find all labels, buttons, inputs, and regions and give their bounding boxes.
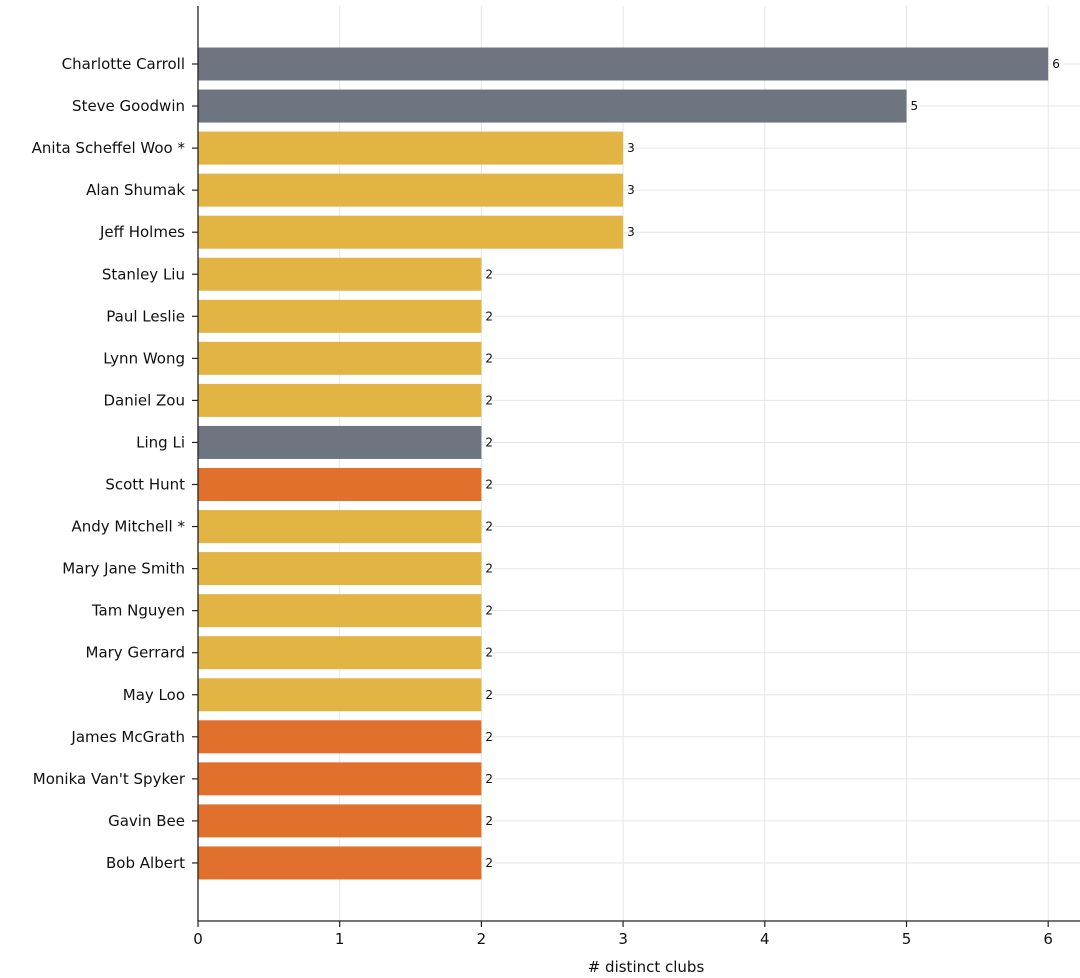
- bar: [198, 299, 482, 333]
- y-tick-label: Jeff Holmes: [99, 223, 185, 241]
- bar-value-label: 2: [485, 646, 493, 660]
- bar-value-label: 2: [485, 393, 493, 407]
- bar-value-label: 2: [485, 688, 493, 702]
- bar: [198, 594, 482, 628]
- bar-value-label: 2: [485, 478, 493, 492]
- bar: [198, 510, 482, 544]
- bar-value-label: 2: [485, 562, 493, 576]
- x-tick-label: 3: [618, 930, 628, 948]
- axis-layer: 0 1 2 3 4 5 6: [192, 6, 1080, 948]
- bar: [198, 173, 624, 207]
- y-tick-label: Daniel Zou: [103, 391, 185, 409]
- y-tick-label: Andy Mitchell *: [71, 518, 185, 536]
- bar-value-label: 2: [485, 730, 493, 744]
- bar-value-label: 6: [1052, 57, 1060, 71]
- x-axis-title: # distinct clubs: [588, 958, 705, 976]
- y-tick-label: Scott Hunt: [105, 476, 185, 494]
- y-tick-label: Gavin Bee: [108, 812, 185, 830]
- bar: [198, 468, 482, 501]
- y-tick-label: Steve Goodwin: [72, 97, 185, 115]
- bar: [198, 425, 482, 459]
- y-tick-label: James McGrath: [70, 728, 185, 746]
- bar: [198, 762, 482, 796]
- x-tick-label: 4: [760, 930, 770, 948]
- bar-value-label: 2: [485, 309, 493, 323]
- bar: [198, 215, 624, 249]
- x-tick-label: 0: [193, 930, 203, 948]
- bar-value-label: 3: [627, 141, 635, 155]
- y-tick-label: Ling Li: [136, 433, 185, 451]
- bar-value-label: 3: [627, 183, 635, 197]
- axis-spine: [197, 6, 1080, 922]
- y-tick-label: Charlotte Carroll: [62, 55, 185, 73]
- bar: [198, 636, 482, 670]
- bar: [198, 47, 1049, 81]
- bar-value-label: 2: [485, 351, 493, 365]
- y-tick-label: Stanley Liu: [102, 265, 185, 283]
- bar: [198, 131, 624, 165]
- bar: [198, 89, 907, 123]
- bar-layer: [198, 47, 1049, 880]
- bar-value-label: 2: [485, 520, 493, 534]
- bar: [198, 678, 482, 712]
- bar-value-label: 2: [485, 814, 493, 828]
- bar: [198, 341, 482, 375]
- y-tick-label: Monika Van't Spyker: [33, 770, 186, 788]
- x-tick-label: 5: [902, 930, 912, 948]
- x-tick-label: 6: [1043, 930, 1053, 948]
- bar: [198, 552, 482, 586]
- y-tick-label: May Loo: [123, 686, 185, 704]
- y-tick-label: Alan Shumak: [86, 181, 185, 199]
- bar-value-label: 2: [485, 604, 493, 618]
- y-tick-label: Mary Gerrard: [86, 644, 186, 662]
- x-tick-label: 2: [477, 930, 487, 948]
- bar: [198, 720, 482, 754]
- y-tick-label: Anita Scheffel Woo *: [32, 139, 186, 157]
- y-tick-label: Mary Jane Smith: [62, 560, 185, 578]
- label-layer: Charlotte Carroll 6 Steve Goodwin 5 Anita Sc…: [32, 55, 1060, 872]
- bar: [198, 257, 482, 291]
- bar-value-label: 3: [627, 225, 635, 239]
- y-tick-label: Lynn Wong: [103, 349, 185, 367]
- y-tick-label: Paul Leslie: [106, 307, 185, 325]
- y-tick-label: Tam Nguyen: [91, 602, 185, 620]
- bar: [198, 383, 482, 417]
- bar-value-label: 2: [485, 772, 493, 786]
- bar-value-label: 2: [485, 856, 493, 870]
- bar: [198, 846, 482, 880]
- bar-value-label: 2: [485, 435, 493, 449]
- bar: [198, 804, 482, 838]
- x-tick-label: 1: [335, 930, 345, 948]
- y-tick-label: Bob Albert: [106, 854, 185, 872]
- bar-value-label: 2: [485, 267, 493, 281]
- bar-value-label: 5: [911, 99, 919, 113]
